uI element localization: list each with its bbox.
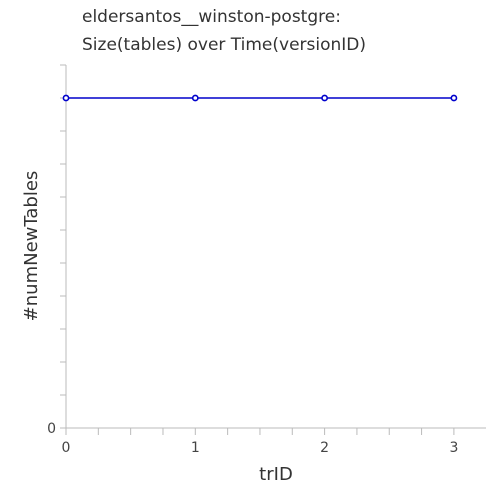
data-point [321,94,328,102]
x-axis-minor-ticks [65,428,455,435]
x-tick-label-1: 1 [191,440,200,456]
chart-title-line-2: Size(tables) over Time(versionID) [82,35,366,55]
data-point [450,94,458,102]
chart-title-line-1: eldersantos__winston-postgre: [82,7,341,27]
x-tick-label-0: 0 [62,440,71,456]
y-tick-label-0: 0 [47,421,56,437]
y-axis-label: #numNewTables [21,171,42,322]
x-tick-label-2: 2 [320,440,329,456]
series-group [62,94,458,102]
data-point [191,94,199,102]
x-tick-label-3: 3 [449,440,458,456]
data-point [62,94,70,102]
x-axis-tick-labels: 0 1 2 3 [62,440,459,456]
y-axis-minor-ticks [60,64,66,429]
x-axis-label: trID [259,464,293,485]
